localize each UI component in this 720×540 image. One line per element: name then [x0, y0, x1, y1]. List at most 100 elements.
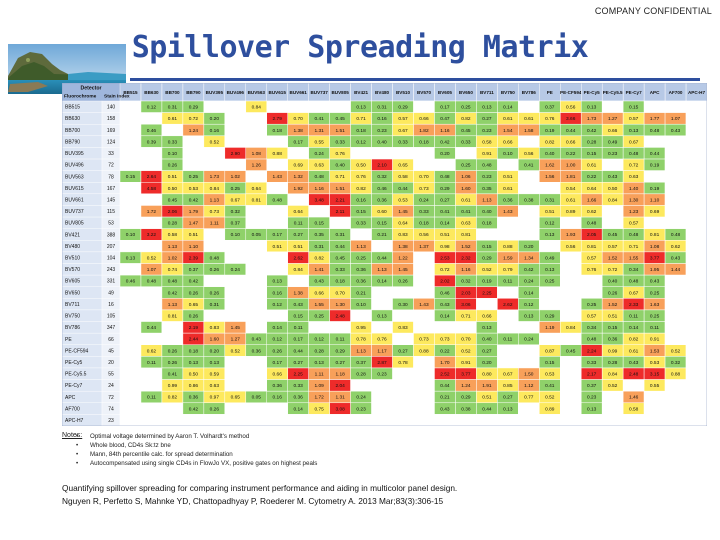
matrix-cell-value: 0.76: [335, 151, 345, 157]
stain-index-value: 24: [108, 383, 114, 389]
matrix-cell: [203, 228, 226, 241]
matrix-cell-value: 0.57: [629, 221, 639, 227]
matrix-cell: [560, 390, 582, 404]
matrix-cell: [685, 147, 708, 160]
matrix-cell-value: 0.83: [398, 232, 408, 238]
matrix-cell-value: 2.06: [168, 209, 178, 215]
matrix-cell-value: 0.40: [482, 209, 492, 215]
matrix-cell: [224, 135, 247, 148]
stain-index-value: 167: [107, 186, 116, 192]
matrix-cell: [161, 414, 184, 427]
matrix-cell-value: 0.45: [335, 116, 345, 122]
matrix-cell-value: 0.26: [168, 348, 178, 354]
matrix-cell-value: 1.23: [629, 209, 639, 215]
matrix-cell: [580, 274, 603, 287]
matrix-cell-value: 0.13: [273, 279, 283, 285]
matrix-cell-value: 1.58: [524, 128, 534, 134]
stain-index-value: 23: [108, 418, 114, 424]
matrix-cell-value: 0.57: [608, 244, 618, 250]
matrix-cell-value: 1.38: [294, 128, 304, 134]
matrix-cell: [601, 100, 624, 113]
matrix-cell-value: 0.44: [335, 244, 345, 250]
matrix-cell-value: 0.15: [608, 325, 618, 331]
matrix-cell: [497, 216, 519, 229]
matrix-cell: [371, 147, 393, 160]
matrix-cell-value: 1.10: [189, 244, 199, 250]
matrix-cell-value: 0.13: [545, 267, 555, 273]
matrix-cell-value: 0.71: [461, 313, 471, 319]
matrix-cell: [224, 367, 247, 380]
matrix-cell: [392, 367, 414, 380]
matrix-cell: [664, 298, 687, 311]
matrix-cell: [119, 112, 142, 125]
matrix-cell-value: 0.12: [314, 337, 324, 343]
matrix-cell-value: 0.15: [294, 313, 304, 319]
matrix-cell: [119, 390, 142, 404]
matrix-cell-value: 0.51: [168, 174, 178, 180]
matrix-cell-value: 0.13: [189, 360, 199, 366]
matrix-cell-value: 0.43: [671, 255, 681, 261]
matrix-cell-value: 0.45: [461, 128, 471, 134]
matrix-cell-value: 0.48: [629, 232, 639, 238]
matrix-cell-value: 2.79: [273, 116, 283, 122]
matrix-cell-value: 0.20: [210, 116, 220, 122]
matrix-cell-value: 0.27: [440, 197, 450, 203]
matrix-cell: [350, 147, 372, 160]
matrix-cell: [685, 274, 708, 287]
matrix-cell-value: 0.24: [524, 337, 534, 343]
matrix-cell: [161, 123, 184, 137]
matrix-cell: [287, 147, 309, 160]
matrix-cell-value: 0.40: [608, 279, 618, 285]
matrix-cell: [643, 100, 666, 113]
column-header-label: APC: [650, 90, 660, 95]
matrix-cell-value: 0.11: [629, 313, 638, 319]
matrix-cell-value: 0.23: [587, 395, 597, 401]
matrix-cell: [413, 147, 435, 160]
matrix-cell-value: 0.57: [587, 255, 597, 261]
matrix-cell-value: 0.31: [545, 197, 555, 203]
matrix-cell-value: 0.64: [587, 186, 597, 192]
matrix-cell: [622, 379, 645, 392]
matrix-cell-value: 0.10: [503, 151, 513, 157]
matrix-cell-value: 0.13: [356, 105, 366, 111]
matrix-cell-value: 1.22: [398, 255, 408, 261]
matrix-cell-value: 0.51: [440, 232, 450, 238]
matrix-cell-value: 0.81: [461, 232, 471, 238]
matrix-cell-value: 2.17: [587, 372, 597, 378]
matrix-cell-value: 0.13: [482, 325, 492, 331]
matrix-cell: [413, 402, 435, 415]
matrix-cell-value: 0.61: [566, 197, 576, 203]
matrix-cell-value: 1.32: [294, 174, 304, 180]
matrix-cell: [664, 286, 687, 299]
matrix-cell: [245, 240, 268, 253]
matrix-cell-value: 0.77: [524, 395, 534, 401]
matrix-cell-value: 0.66: [608, 128, 618, 134]
matrix-cell: [350, 228, 372, 241]
matrix-cell-value: 0.36: [252, 348, 262, 354]
matrix-cell: [392, 414, 414, 427]
matrix-cell: [245, 356, 268, 369]
matrix-cell-value: 0.13: [545, 232, 555, 238]
matrix-cell: [266, 251, 288, 264]
matrix-cell-value: 0.57: [629, 116, 639, 122]
matrix-cell-value: 0.19: [650, 186, 660, 192]
matrix-cell-value: 0.15: [629, 105, 639, 111]
matrix-cell-value: 0.11: [503, 279, 512, 285]
matrix-cell-value: 0.19: [650, 163, 660, 169]
matrix-cell: [224, 298, 247, 311]
matrix-cell: [685, 100, 708, 113]
matrix-cell-value: 0.20: [440, 151, 450, 157]
matrix-cell-value: 0.15: [314, 221, 324, 227]
row-fluorochrome-label: BV480: [65, 244, 80, 250]
column-header-label: PE-Cy5: [584, 90, 601, 95]
matrix-cell-value: 0.29: [482, 255, 492, 261]
matrix-cell-value: 2.62: [294, 255, 304, 261]
matrix-cell-value: 0.14: [440, 221, 450, 227]
matrix-cell: [664, 402, 687, 415]
matrix-cell: [392, 332, 414, 345]
matrix-cell-value: 1.02: [168, 255, 178, 261]
matrix-cell: [560, 263, 582, 276]
matrix-cell-value: 0.17: [273, 360, 283, 366]
matrix-cell: [539, 298, 561, 311]
matrix-cell: [518, 344, 540, 357]
